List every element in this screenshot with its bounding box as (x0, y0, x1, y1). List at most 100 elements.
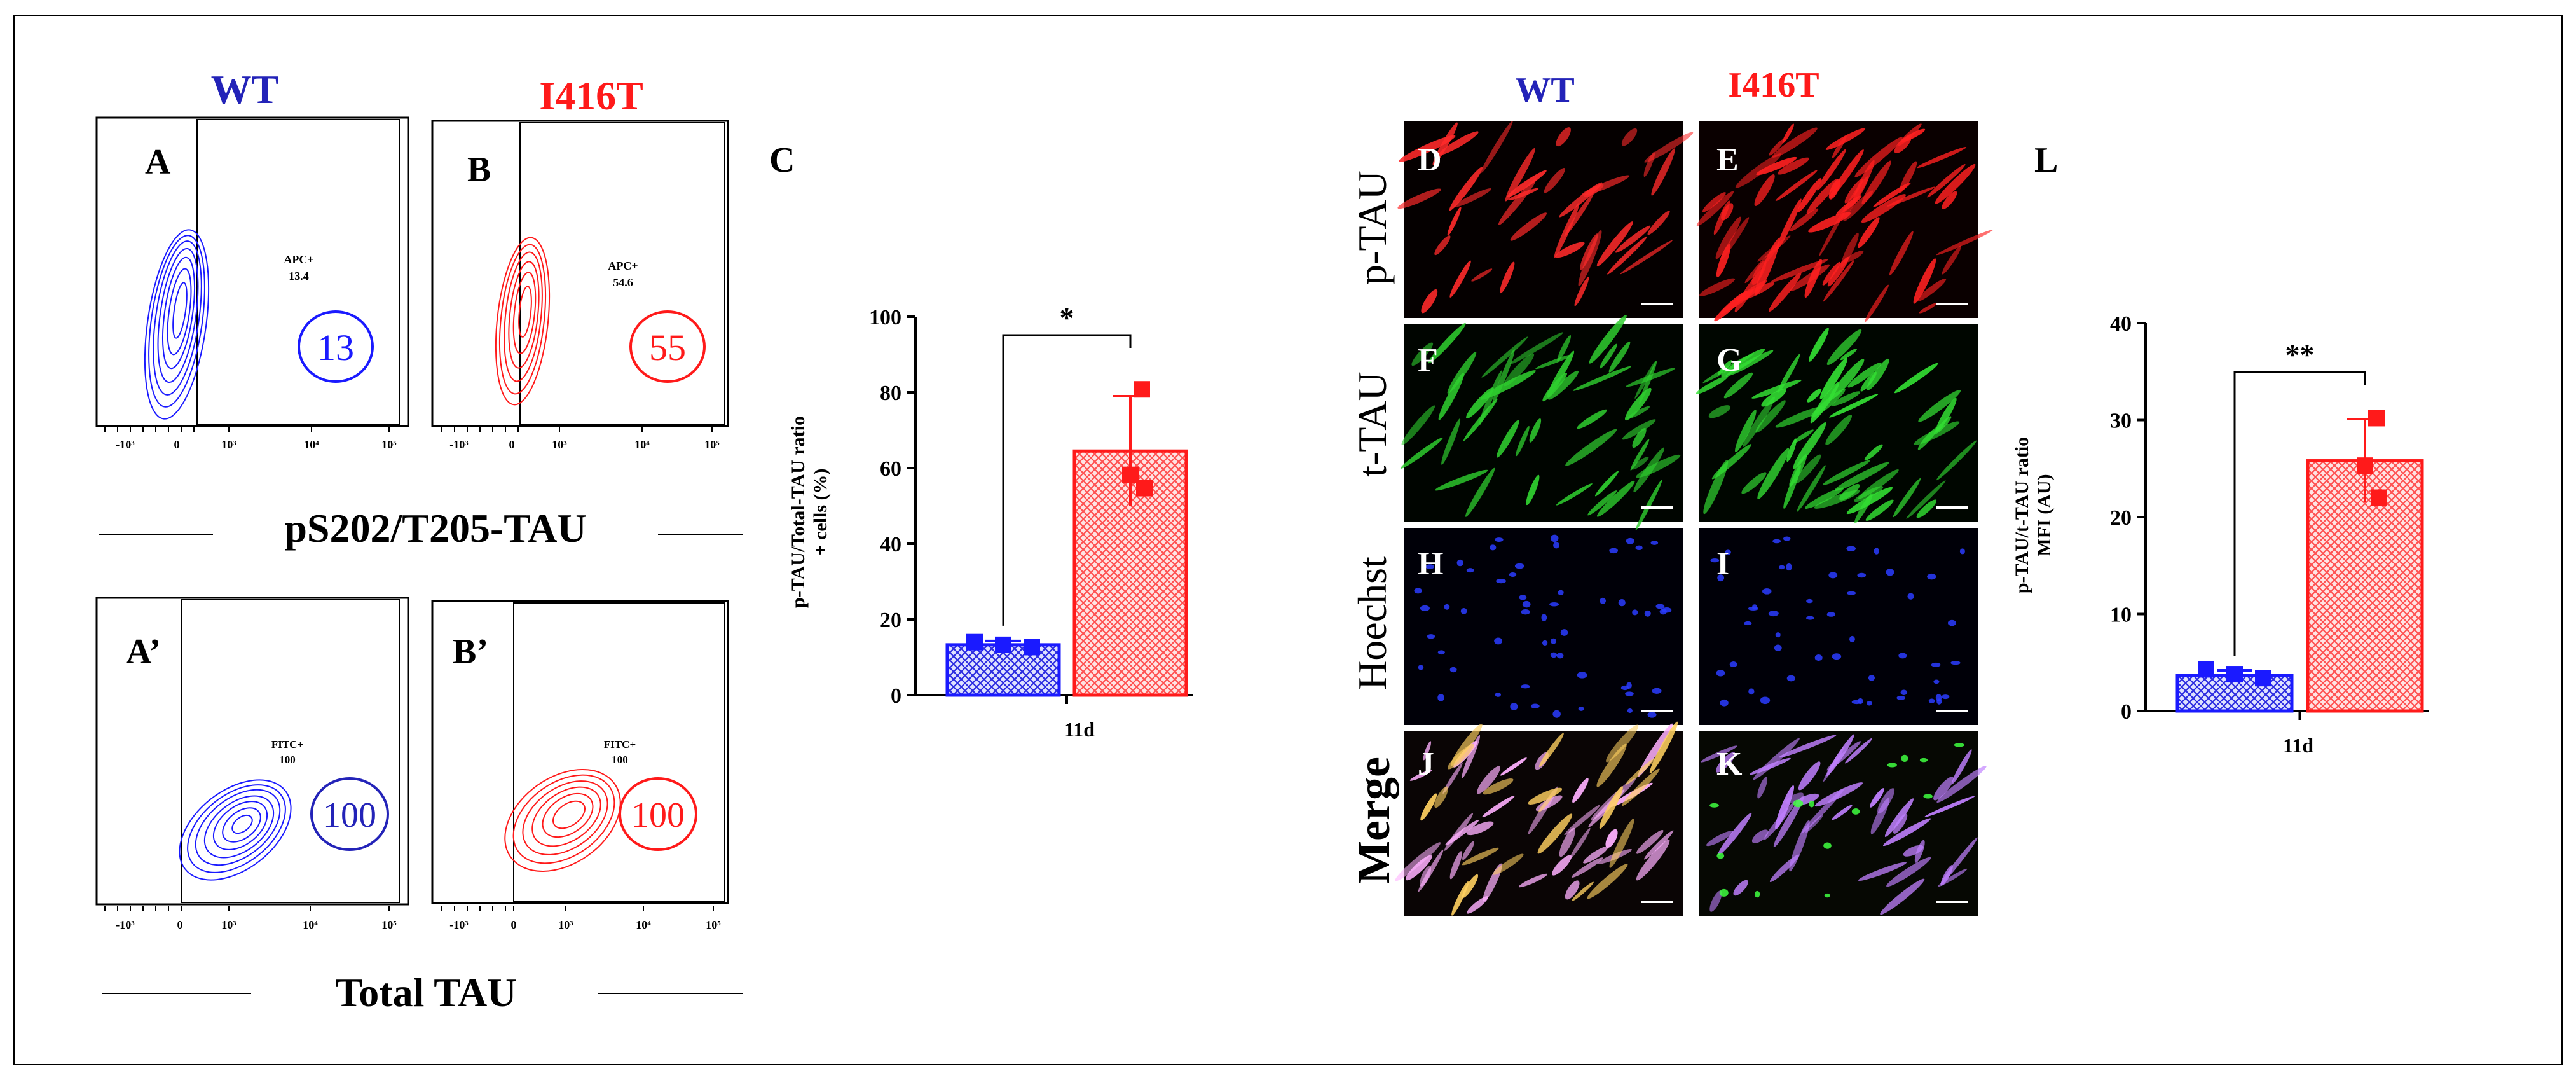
cell-process (1420, 793, 1437, 821)
nucleus (1716, 852, 1725, 859)
nucleus (1933, 679, 1940, 684)
cell-process (1880, 878, 1925, 915)
circle-value-b: 55 (649, 327, 686, 368)
cell-process (1542, 372, 1567, 402)
gate-label-b: APC+ (608, 259, 638, 272)
gate-label-a-prime: FITC+ (271, 738, 303, 750)
cell-process (1757, 448, 1790, 499)
cell-process (1914, 840, 1925, 863)
cell-process (1847, 363, 1882, 388)
nucleus (1618, 598, 1626, 607)
cell-process (1497, 420, 1519, 458)
cell-process (1649, 721, 1678, 774)
cell-process (1701, 745, 1737, 763)
data-point (1134, 381, 1150, 398)
cell-process (1622, 419, 1656, 440)
tick-bp-4: 10⁴ (636, 918, 651, 931)
nucleus (1509, 572, 1517, 577)
cell-process (1529, 418, 1542, 443)
panel-letter-c: C (769, 141, 795, 180)
cell-process (1589, 315, 1627, 364)
nucleus (1901, 754, 1908, 763)
nucleus (1744, 621, 1752, 626)
nucleus (1786, 675, 1795, 682)
cell-process (1867, 358, 1889, 390)
xlabel-c: 11d (1064, 718, 1095, 741)
tick-bp-1: -10³ (449, 918, 469, 931)
nucleus (1896, 695, 1905, 700)
nucleus (1662, 607, 1672, 613)
cell-process (1434, 786, 1448, 808)
cell-process (1411, 342, 1434, 366)
cell-process (1631, 457, 1649, 470)
micro-row-label-merge: Merge (1348, 757, 1399, 884)
cell-process (1557, 335, 1572, 362)
cell-process (1500, 757, 1527, 776)
cell-process (1643, 151, 1655, 177)
cell-process (1438, 373, 1465, 420)
cell-process (1893, 813, 1908, 834)
nucleus (1923, 794, 1933, 799)
nucleus (1609, 548, 1619, 554)
cell-process (1741, 472, 1767, 494)
cell-process (1587, 490, 1617, 516)
nucleus (1874, 548, 1879, 555)
ylabel-l-line1: p-TAU/t-TAU ratio (2011, 437, 2032, 593)
nucleus (1786, 563, 1792, 571)
y-tick-label: 100 (869, 306, 901, 329)
tick-a-2: 0 (174, 438, 180, 451)
nucleus (1427, 634, 1435, 639)
nucleus (1927, 573, 1936, 580)
cell-process (1935, 163, 1976, 204)
cell-process (1627, 406, 1650, 419)
y-tick-label: 40 (2110, 312, 2132, 336)
cell-process (1825, 415, 1853, 445)
cell-process (1927, 164, 1966, 198)
nucleus (1935, 694, 1942, 702)
flow-panel-a: A APC+ 13.4 13 (95, 116, 409, 427)
cell-process (1935, 397, 1957, 432)
tick-b-1: -10³ (449, 438, 469, 451)
nucleus (1775, 632, 1781, 638)
cell-process (1442, 763, 1463, 794)
nucleus (1600, 597, 1607, 604)
nucleus (1828, 572, 1838, 579)
nucleus (1826, 612, 1836, 617)
cell-process (1793, 422, 1826, 469)
circle-badge-a (298, 310, 374, 383)
cell-process (1434, 235, 1451, 256)
nucleus (1437, 693, 1444, 701)
cell-process (1769, 272, 1802, 312)
cell-process (1771, 259, 1828, 282)
cell-process (1858, 469, 1899, 499)
cell-process (1751, 829, 1769, 843)
micro-letter-i: I (1716, 546, 1729, 582)
cell-process (1538, 795, 1552, 813)
nucleus (1644, 610, 1651, 617)
cell-process (1779, 735, 1837, 758)
nucleus (1627, 708, 1633, 714)
cell-process (1864, 444, 1883, 461)
cell-process (1401, 405, 1435, 445)
nucleus (1626, 537, 1634, 544)
cell-process (1633, 447, 1664, 493)
micro-letter-j: J (1418, 746, 1434, 782)
cell-process (1632, 428, 1647, 448)
cell-process (1709, 890, 1722, 912)
cell-process (1822, 261, 1840, 286)
ylabel-c-line2: + cells (%) (810, 468, 831, 555)
circle-badge-b (629, 310, 706, 383)
cell-process (1447, 352, 1477, 394)
gate-label-a: APC+ (284, 253, 313, 266)
nucleus (1720, 699, 1729, 707)
nucleus (1814, 654, 1823, 661)
ylabel-l-line2: MFI (AU) (2034, 474, 2055, 556)
cell-process (1823, 259, 1854, 302)
nucleus (1832, 653, 1842, 660)
cell-process (1783, 464, 1801, 509)
cell-process (1808, 328, 1829, 362)
cell-process (1594, 471, 1619, 497)
cell-process (1399, 135, 1456, 162)
nucleus (1931, 662, 1941, 667)
nucleus (1519, 595, 1527, 600)
